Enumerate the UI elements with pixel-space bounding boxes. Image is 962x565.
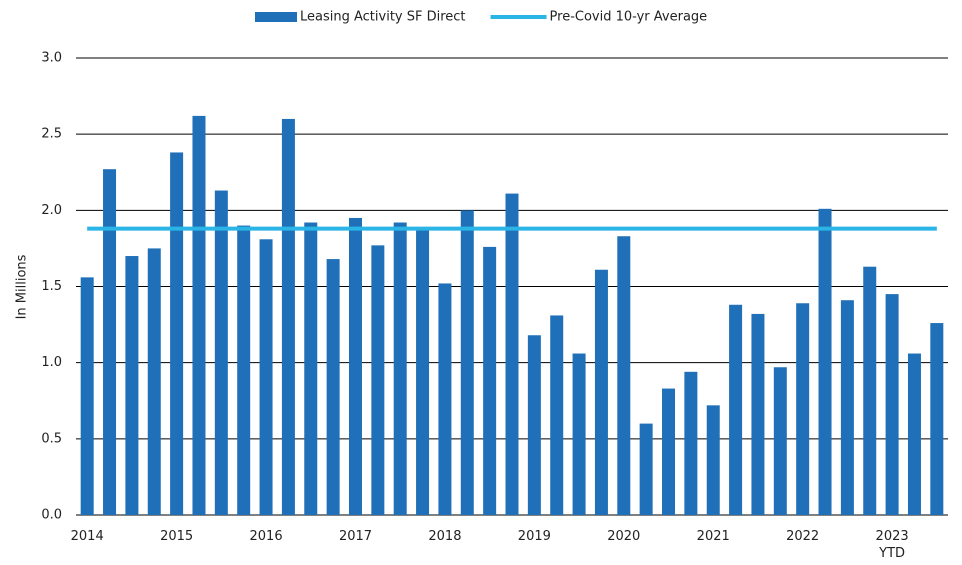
bar [103,169,117,515]
bar [326,259,340,515]
bar [706,405,720,515]
bar [818,208,832,515]
bar [371,245,385,515]
y-tick-label: 2.0 [41,203,62,218]
x-tick-label: 2015 [160,529,194,544]
bar [416,227,430,515]
bar [192,115,206,516]
bar [147,248,161,515]
y-tick-label: 0.5 [41,431,62,446]
x-tick-label: 2019 [517,529,551,544]
bar [460,210,474,516]
bar [438,283,452,515]
x-tick-label: 2018 [428,529,462,544]
legend-swatch [255,12,297,22]
bar [907,353,921,515]
x-tick-label: 2014 [70,529,104,544]
legend-label: Leasing Activity SF Direct [300,10,466,25]
y-tick-label: 3.0 [41,51,62,66]
bar [930,323,944,515]
bar [214,190,228,515]
x-tick-label: 2020 [607,529,641,544]
bar [527,335,541,515]
y-tick-label: 0.0 [41,508,62,523]
bar [259,239,273,515]
bar [751,313,765,515]
y-tick-label: 1.0 [41,355,62,370]
bar [80,277,94,515]
bar [483,246,497,516]
x-tick-label: 2017 [338,529,373,544]
bar [773,367,787,515]
bar [617,236,631,516]
bar [348,217,362,515]
bar [684,371,698,515]
x-tick-label: 2023 YTD [875,529,909,561]
bar [281,118,295,515]
bar [550,315,564,515]
bar [863,266,877,515]
x-tick-label: 2022 [786,529,820,544]
bar [237,225,251,516]
bar [125,256,139,515]
bar [572,353,586,515]
bar [594,269,608,515]
bar [662,388,676,515]
bar [393,222,407,515]
y-tick-label: 1.5 [41,279,62,294]
bar [170,152,184,516]
bar [796,303,810,515]
legend-label: Pre-Covid 10-yr Average [550,10,708,25]
bar [840,300,854,515]
y-axis-label: In Millions [15,254,30,319]
x-tick-label: 2021 [696,529,730,544]
bar [505,193,519,515]
y-tick-label: 2.5 [41,127,62,142]
bar [729,304,743,515]
x-tick-label: 2016 [249,529,283,544]
bar [639,423,653,515]
bar [885,294,899,515]
bar [304,222,318,515]
